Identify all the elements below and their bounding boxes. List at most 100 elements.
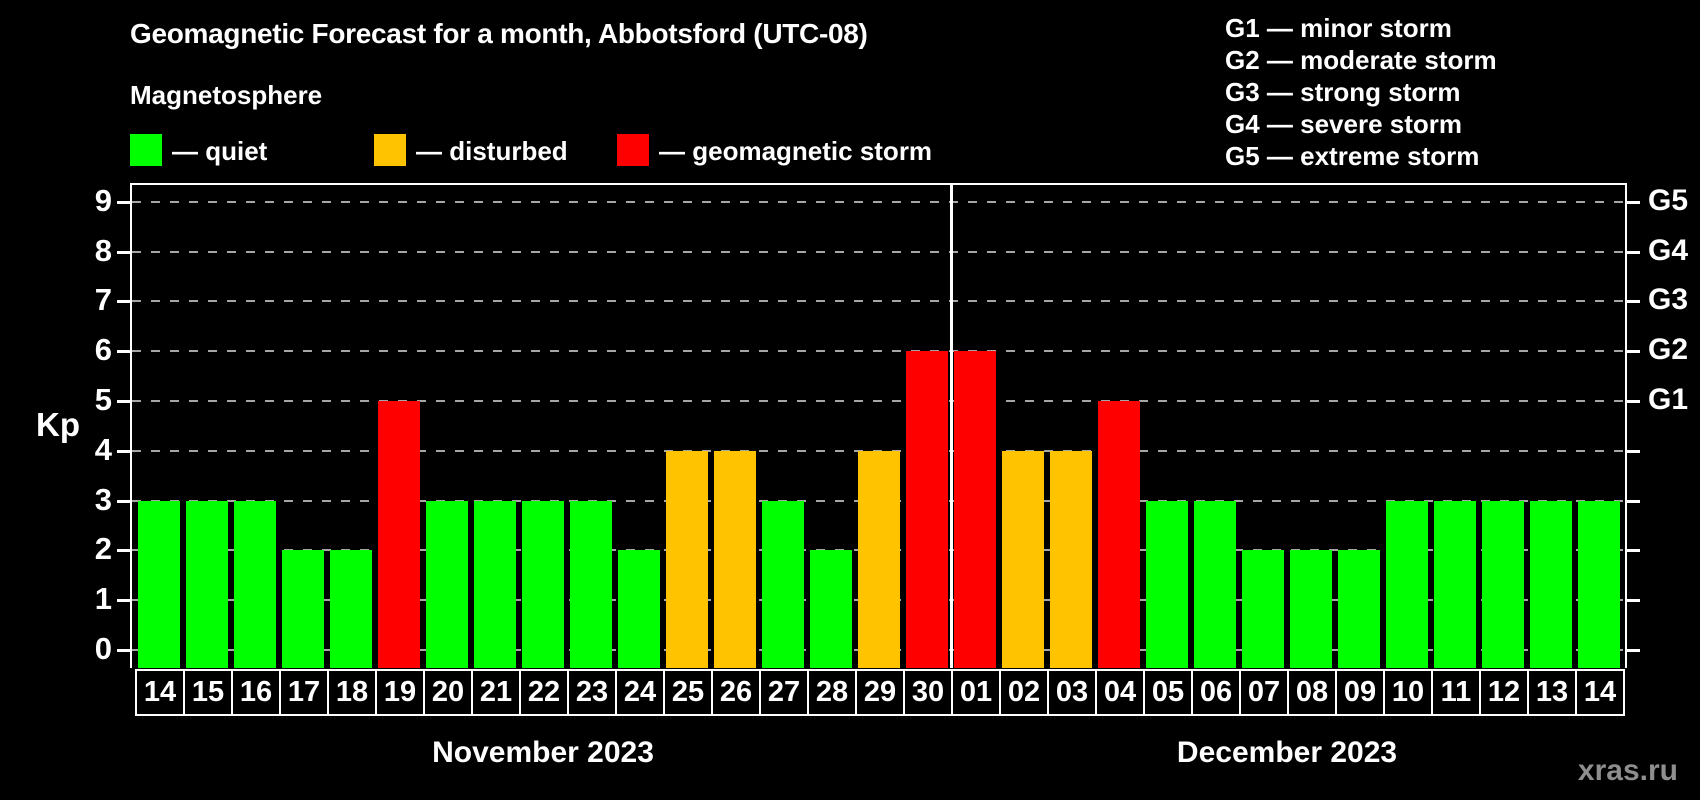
kp-bar <box>1194 500 1236 668</box>
right-axis-tick <box>1627 300 1640 304</box>
kp-bar <box>1002 450 1044 668</box>
g5-legend-line: G5 — extreme storm <box>1225 141 1480 171</box>
date-cell: 11 <box>1431 669 1479 716</box>
date-cell: 16 <box>231 669 279 716</box>
kp-bar <box>1098 401 1140 668</box>
gridline-kp-7 <box>132 300 1625 303</box>
month-label: November 2023 <box>432 736 654 769</box>
g2-legend-line: G2 — moderate storm <box>1225 45 1497 75</box>
date-cell: 30 <box>903 669 951 716</box>
date-cell: 29 <box>855 669 903 716</box>
y-axis-tick-label: 2 <box>94 531 112 567</box>
kp-bar <box>426 500 468 668</box>
right-axis-tick <box>1627 499 1640 503</box>
y-axis-tick <box>117 200 130 204</box>
date-cell: 02 <box>999 669 1047 716</box>
kp-bar <box>138 500 180 668</box>
chart-subtitle: Magnetosphere <box>130 80 323 110</box>
g-axis-tick-label: G5 <box>1648 183 1689 217</box>
date-cell: 13 <box>1527 669 1575 716</box>
date-cell: 15 <box>183 669 231 716</box>
kp-bar <box>858 450 900 668</box>
y-axis-tick-label: 5 <box>94 382 112 417</box>
date-cell: 12 <box>1479 669 1527 716</box>
g4-legend-line: G4 — severe storm <box>1225 109 1463 139</box>
kp-bar <box>234 500 276 668</box>
g1-legend-line: G1 — minor storm <box>1225 13 1452 43</box>
g-axis-tick-label: G4 <box>1648 233 1689 267</box>
date-cell: 10 <box>1383 669 1431 716</box>
quiet-color-swatch <box>130 134 162 166</box>
status-legend: — quiet — disturbed — geomagnetic storm <box>0 134 1700 168</box>
date-cell: 20 <box>423 669 471 716</box>
right-axis-tick <box>1627 549 1640 553</box>
kp-bar <box>330 550 372 668</box>
right-axis-tick <box>1627 449 1640 453</box>
kp-bar <box>810 550 852 668</box>
right-axis-tick <box>1627 250 1640 254</box>
kp-bar <box>1242 550 1284 668</box>
date-cell: 26 <box>711 669 759 716</box>
date-cell: 04 <box>1095 669 1143 716</box>
g-axis-tick-label: G3 <box>1648 283 1689 317</box>
storm-legend-label: — geomagnetic storm <box>659 136 933 166</box>
kp-bar <box>1338 550 1380 668</box>
date-cell: 21 <box>471 669 519 716</box>
date-cell: 14 <box>135 669 183 716</box>
chart-title: Geomagnetic Forecast for a month, Abbots… <box>130 18 868 49</box>
right-axis-tick <box>1627 350 1640 354</box>
date-cell: 22 <box>519 669 567 716</box>
y-axis-tick-label: 6 <box>94 332 112 368</box>
month-separator-line <box>950 183 953 668</box>
y-axis-tick-label: 0 <box>94 631 112 666</box>
kp-bar <box>1434 500 1476 668</box>
plot-area <box>130 183 1627 668</box>
disturbed-color-swatch <box>374 134 406 166</box>
kp-bar <box>474 500 516 668</box>
kp-bar <box>666 450 708 668</box>
g-axis-tick-label: G1 <box>1648 383 1689 416</box>
kp-bar <box>522 500 564 668</box>
kp-bar <box>762 500 804 668</box>
disturbed-legend-label: — disturbed <box>416 136 568 166</box>
kp-bar <box>714 450 756 668</box>
date-cell: 14 <box>1575 669 1625 716</box>
date-cell: 23 <box>567 669 615 716</box>
gridline-kp-6 <box>132 350 1625 353</box>
date-cell: 27 <box>759 669 807 716</box>
kp-bar <box>1578 500 1620 668</box>
kp-bar <box>1050 450 1092 668</box>
right-axis-tick <box>1627 599 1640 603</box>
kp-bar <box>378 401 420 668</box>
date-cell: 06 <box>1191 669 1239 716</box>
y-axis-tick-label: 9 <box>94 182 112 218</box>
y-axis-tick-label: 3 <box>94 481 112 517</box>
g3-legend-line: G3 — strong storm <box>1225 77 1461 107</box>
date-cell: 18 <box>327 669 375 716</box>
g-axis-tick-label: G2 <box>1648 333 1689 367</box>
date-cell: 25 <box>663 669 711 716</box>
date-cell: 24 <box>615 669 663 716</box>
y-axis-tick-label: 4 <box>94 431 112 467</box>
quiet-legend-label: — quiet <box>172 136 268 166</box>
kp-bar <box>1386 500 1428 668</box>
date-cell: 07 <box>1239 669 1287 716</box>
y-axis-tick-label: 1 <box>94 581 112 617</box>
kp-bar <box>1146 500 1188 668</box>
kp-bar <box>618 550 660 668</box>
y-axis-tick <box>117 350 130 354</box>
y-axis-tick-label: 7 <box>94 282 112 318</box>
kp-bar <box>1290 550 1332 668</box>
watermark: xras.ru <box>1577 754 1678 787</box>
y-axis-tick <box>117 499 130 503</box>
date-cell: 09 <box>1335 669 1383 716</box>
g-scale-legend: G1 — minor storm G2 — moderate storm G3 … <box>1225 12 1497 172</box>
date-cell: 08 <box>1287 669 1335 716</box>
month-label: December 2023 <box>1176 736 1398 769</box>
y-axis-tick <box>117 250 130 254</box>
kp-bar <box>570 500 612 668</box>
y-axis-title: Kp <box>36 406 80 443</box>
date-cell: 17 <box>279 669 327 716</box>
y-axis-tick-label: 8 <box>94 232 112 268</box>
